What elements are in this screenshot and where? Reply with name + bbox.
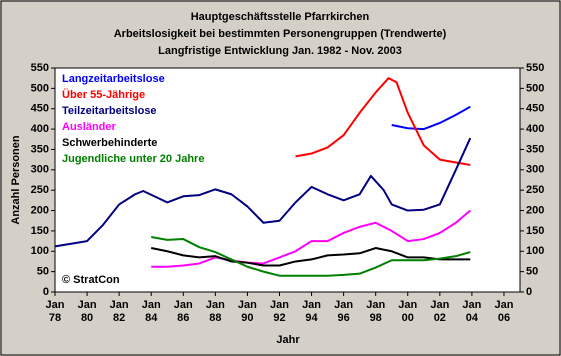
y-tick-label: 550	[31, 62, 49, 74]
y-tick-label: 150	[31, 225, 49, 237]
legend-entry: Langzeitarbeitslose	[62, 73, 165, 85]
y2-tick-label: 0	[526, 286, 532, 298]
y2-tick-label: 50	[526, 266, 538, 278]
y2-tick-label: 550	[526, 62, 544, 74]
legend-entry: Jugendliche unter 20 Jahre	[62, 153, 204, 165]
x-tick-label: Jan 96	[334, 299, 354, 324]
x-tick-label: Jan 94	[302, 299, 322, 324]
x-tick-label: Jan 78	[45, 299, 65, 324]
series-line	[151, 247, 471, 267]
chart-subtitle: Arbeitslosigkeit bei bestimmten Personen…	[114, 28, 447, 40]
x-tick-label: Jan 80	[77, 299, 97, 324]
x-tick-label: Jan 88	[205, 299, 225, 324]
y2-tick-label: 250	[526, 184, 544, 196]
chart-title: Hauptgeschäftsstelle Pfarrkirchen	[191, 11, 370, 23]
y-tick-label: 250	[31, 184, 49, 196]
y-tick-label: 100	[31, 245, 49, 257]
x-tick-label: Jan 86	[173, 299, 193, 324]
annotation: © StratCon	[62, 274, 120, 286]
y2-tick-label: 350	[526, 143, 544, 155]
chart-subtitle: Langfristige Entwicklung Jan. 1982 - Nov…	[158, 45, 402, 57]
y2-tick-label: 150	[526, 225, 544, 237]
legend-entry: Schwerbehinderte	[62, 137, 157, 149]
x-tick-label: Jan 82	[109, 299, 129, 324]
x-tick-label: Jan 84	[141, 299, 161, 324]
y2-tick-label: 500	[526, 82, 544, 94]
y-tick-label: 500	[31, 82, 49, 94]
x-tick-label: Jan 00	[398, 299, 418, 324]
series-line	[295, 77, 471, 166]
y-tick-label: 200	[31, 204, 49, 216]
x-tick-label: Jan 98	[366, 299, 386, 324]
y2-tick-label: 200	[526, 204, 544, 216]
y2-tick-label: 400	[526, 123, 544, 135]
legend-entry: Teilzeitarbeitslose	[62, 105, 157, 117]
legend-entry: Ausländer	[62, 121, 117, 133]
y-tick-label: 450	[31, 103, 49, 115]
series-line	[54, 137, 472, 248]
y-tick-label: 0	[43, 286, 49, 298]
y2-tick-label: 300	[526, 164, 544, 176]
y-axis-label: Anzahl Personen	[10, 135, 22, 225]
y-tick-label: 400	[31, 123, 49, 135]
x-axis-label: Jahr	[276, 334, 300, 346]
y-tick-label: 50	[37, 266, 49, 278]
y-tick-label: 300	[31, 164, 49, 176]
y2-tick-label: 450	[526, 103, 544, 115]
x-tick-label: Jan 02	[430, 299, 450, 324]
series-line	[151, 236, 471, 277]
series-line	[151, 209, 471, 268]
y2-tick-label: 100	[526, 245, 544, 257]
legend-entry: Über 55-Jährige	[62, 88, 145, 101]
y-tick-label: 350	[31, 143, 49, 155]
series-line	[391, 105, 471, 131]
x-tick-label: Jan 06	[494, 299, 514, 324]
x-tick-label: Jan 04	[462, 299, 482, 324]
x-tick-label: Jan 92	[269, 299, 289, 324]
x-tick-label: Jan 90	[237, 299, 257, 324]
